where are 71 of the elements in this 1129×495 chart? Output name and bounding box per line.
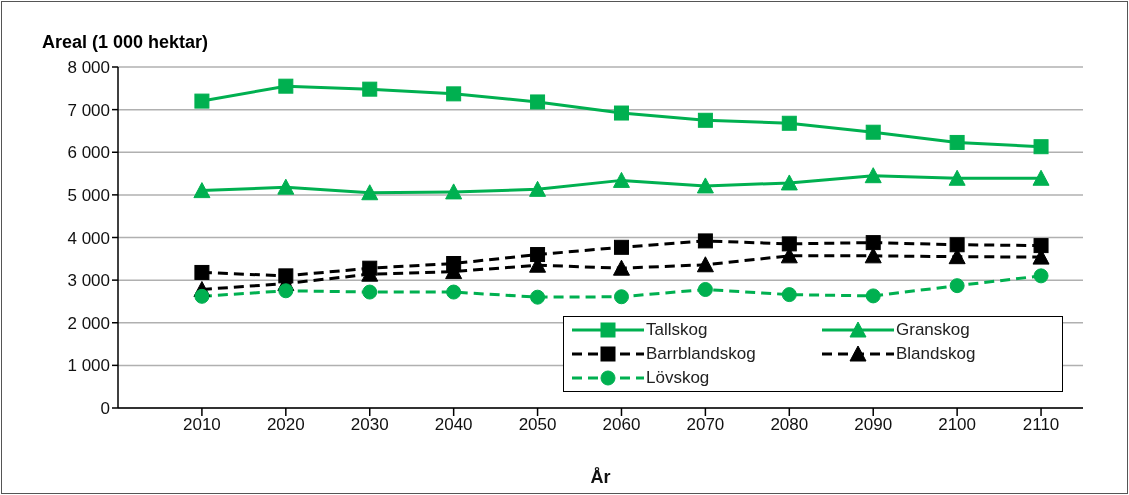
point [613, 105, 629, 121]
point [865, 288, 881, 304]
point [530, 247, 546, 263]
point [362, 81, 378, 97]
point [1032, 169, 1050, 186]
x-tick-label: 2060 [602, 415, 641, 435]
legend-label: Barrblandskog [646, 344, 756, 364]
point [864, 247, 882, 264]
y-axis-title: Areal (1 000 hektar) [42, 32, 209, 53]
point [781, 287, 797, 303]
point [612, 259, 630, 276]
point [697, 282, 713, 297]
point [1033, 139, 1049, 155]
x-tick-label: 2010 [183, 415, 221, 435]
point [865, 235, 881, 251]
point [530, 94, 546, 110]
y-tick-label: 4 000 [67, 228, 110, 248]
point [697, 112, 713, 128]
point [194, 264, 210, 280]
point [948, 169, 966, 186]
point [697, 233, 713, 249]
point [278, 283, 294, 299]
point [362, 284, 378, 300]
point [696, 256, 714, 273]
y-tick-label: 0 [100, 399, 110, 419]
point [865, 124, 881, 140]
legend-label: Granskog [896, 320, 970, 340]
point [277, 178, 295, 195]
y-tick-label: 5 000 [67, 185, 110, 205]
x-tick-label: 2070 [686, 415, 725, 435]
point [530, 289, 546, 305]
x-tick-label: 2090 [854, 415, 893, 435]
point [949, 237, 965, 253]
legend-label: Lövskog [646, 368, 710, 388]
x-tick-label: 2020 [266, 415, 305, 435]
x-tick-label: 2030 [350, 415, 389, 435]
point [1033, 268, 1049, 284]
point [529, 180, 547, 197]
x-tick-label: 2100 [938, 415, 977, 435]
point [445, 183, 463, 200]
point [361, 184, 379, 201]
point [278, 78, 294, 94]
x-tick-label: 2040 [434, 415, 473, 435]
y-tick-label: 1 000 [67, 356, 110, 376]
point [949, 134, 965, 150]
point [446, 284, 462, 300]
point [613, 239, 629, 255]
y-tick-label: 6 000 [67, 143, 110, 163]
point [194, 93, 210, 109]
point [613, 289, 629, 305]
point [194, 288, 210, 304]
x-tick-label: 2050 [518, 415, 557, 435]
point [949, 278, 965, 294]
point [781, 236, 797, 252]
x-tick-label: 2110 [1022, 415, 1060, 435]
y-tick-label: 2 000 [67, 313, 110, 333]
point [446, 86, 462, 102]
y-tick-label: 7 000 [67, 100, 110, 120]
y-tick-label: 8 000 [67, 58, 110, 78]
legend-label: Blandskog [896, 344, 976, 364]
point [864, 167, 882, 184]
x-axis-title: År [590, 467, 611, 487]
point [696, 177, 714, 194]
point [1033, 238, 1049, 254]
y-tick-label: 3 000 [67, 271, 110, 291]
point [781, 115, 797, 131]
point [780, 174, 798, 191]
x-tick-label: 2080 [770, 415, 809, 435]
legend-label: Tallskog [646, 320, 708, 340]
point [612, 171, 630, 188]
point [193, 182, 211, 199]
